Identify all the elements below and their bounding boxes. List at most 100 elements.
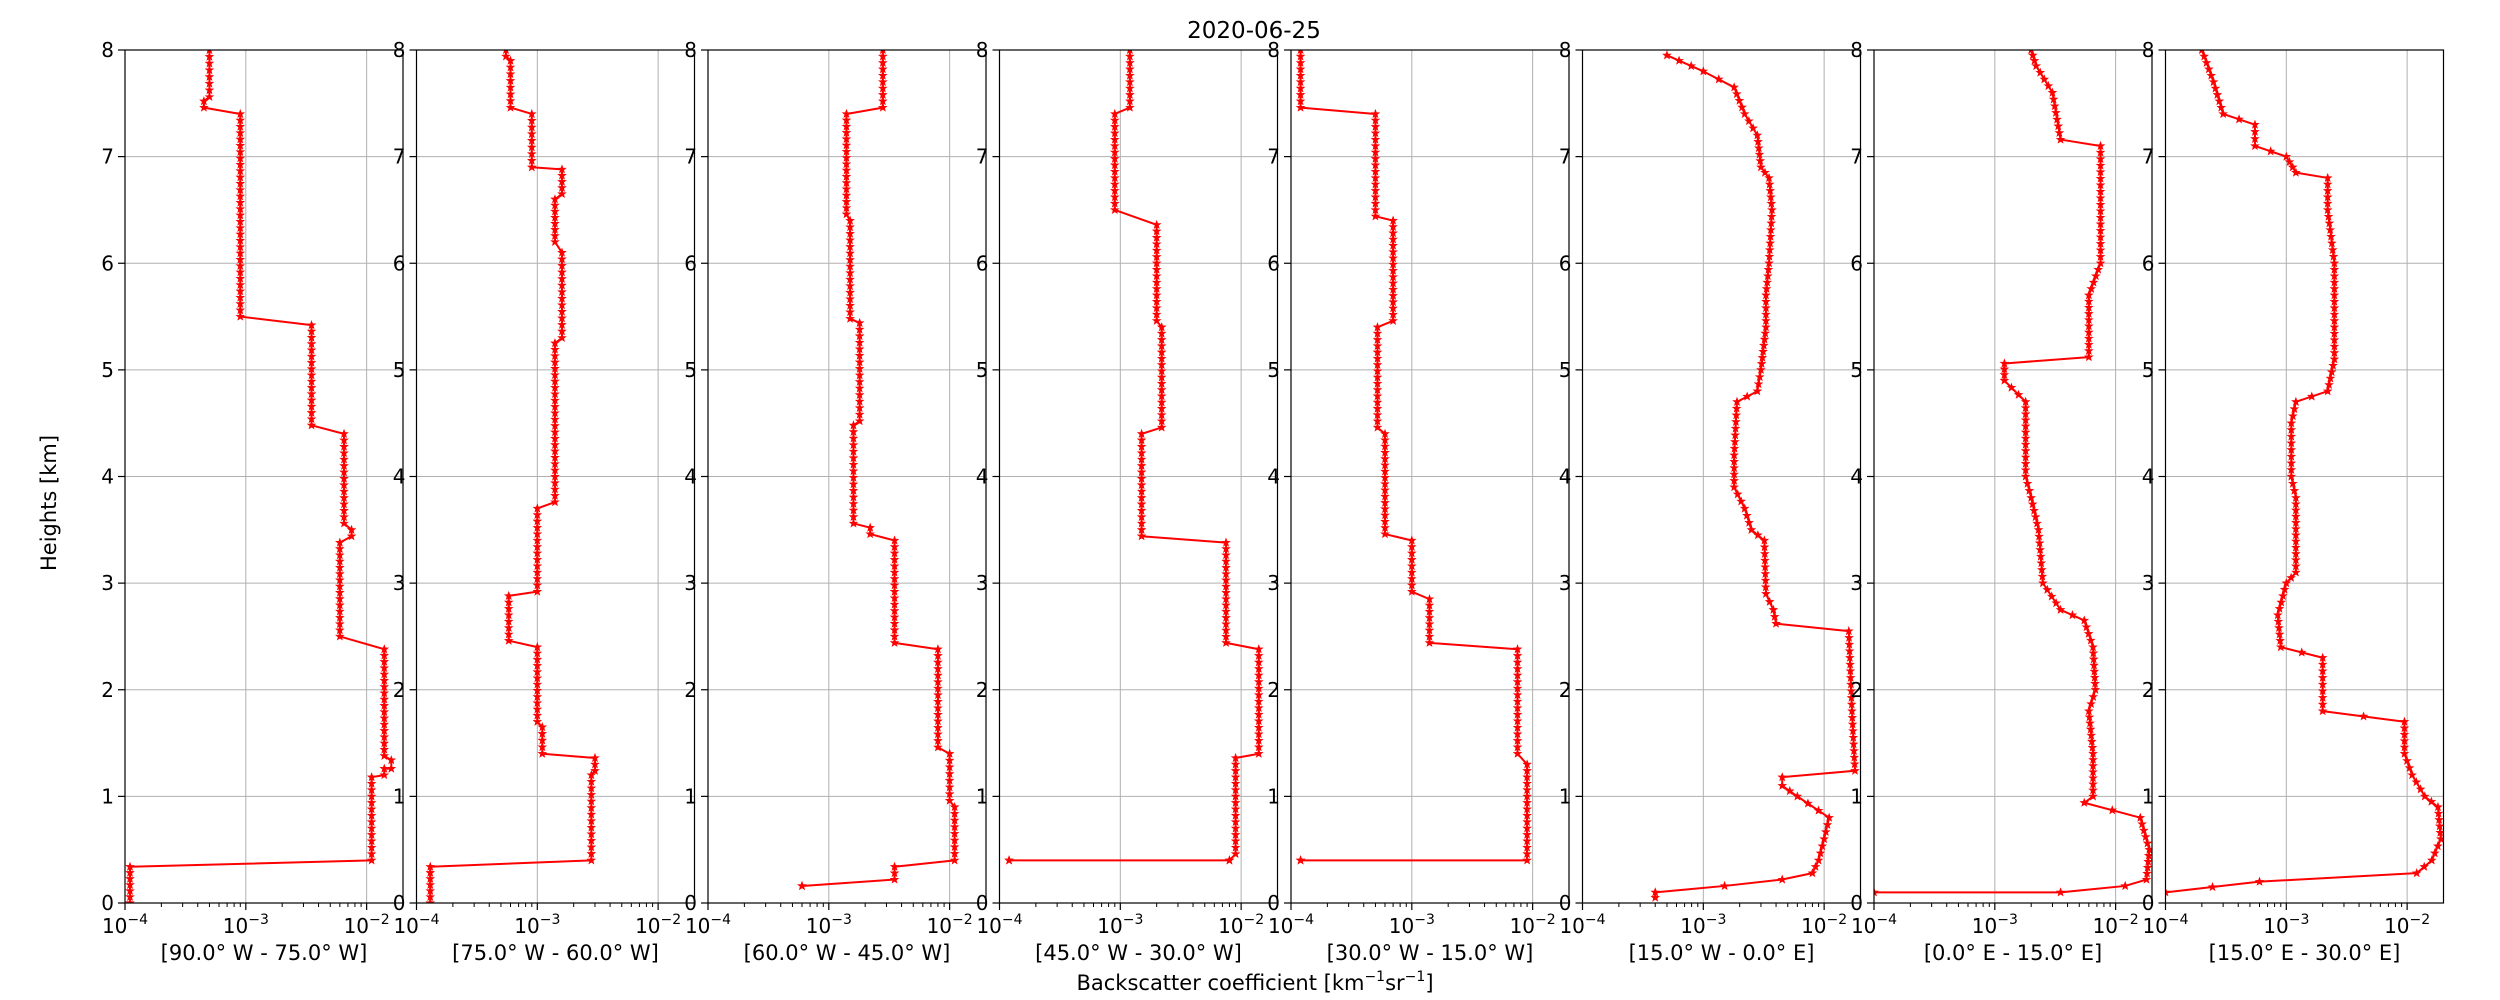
data-point bbox=[2275, 635, 2285, 645]
data-point bbox=[2291, 554, 2301, 565]
data-point bbox=[1813, 805, 1824, 815]
y-tick-label: 8 bbox=[1267, 38, 1280, 62]
series-markers bbox=[1874, 50, 2152, 897]
data-point bbox=[1388, 290, 1398, 300]
data-point bbox=[557, 176, 567, 186]
data-point bbox=[878, 76, 888, 87]
data-point bbox=[1370, 198, 1381, 208]
data-point bbox=[1843, 626, 1854, 636]
y-tick-label: 5 bbox=[1267, 358, 1280, 382]
data-point bbox=[379, 713, 390, 723]
data-point bbox=[586, 835, 597, 845]
data-point bbox=[841, 159, 852, 169]
data-point bbox=[2084, 314, 2094, 325]
data-point bbox=[878, 57, 888, 67]
data-point bbox=[379, 769, 390, 780]
data-point bbox=[550, 376, 560, 386]
data-point bbox=[2095, 258, 2106, 268]
data-point bbox=[1370, 192, 1381, 202]
data-point bbox=[2291, 167, 2301, 177]
data-point bbox=[1221, 550, 1231, 560]
data-point bbox=[2013, 389, 2024, 399]
y-tick-label: 6 bbox=[1267, 251, 1280, 275]
data-point bbox=[933, 735, 943, 745]
data-point bbox=[1136, 505, 1147, 515]
data-point bbox=[1230, 797, 1241, 807]
panel-xlabel: [90.0° W - 75.0° W] bbox=[161, 941, 368, 965]
data-point bbox=[2265, 146, 2276, 156]
data-point bbox=[2006, 382, 2017, 392]
data-point bbox=[2291, 492, 2301, 502]
data-point bbox=[1230, 778, 1241, 788]
data-point bbox=[339, 505, 349, 515]
data-point bbox=[1845, 652, 1855, 662]
series-line bbox=[2165, 50, 2442, 894]
data-point bbox=[1754, 149, 1765, 159]
panel-xlabel: [0.0° E - 15.0° E] bbox=[1924, 941, 2102, 965]
data-point bbox=[532, 716, 543, 726]
data-point bbox=[550, 230, 560, 240]
data-point bbox=[335, 587, 345, 597]
data-point bbox=[2020, 408, 2031, 419]
data-point bbox=[505, 69, 516, 79]
data-point bbox=[1848, 725, 1858, 736]
data-point bbox=[1777, 780, 1788, 790]
data-point bbox=[532, 548, 543, 558]
data-point bbox=[1730, 436, 1740, 446]
data-point bbox=[1522, 848, 1532, 859]
data-point bbox=[2095, 212, 2106, 222]
data-point bbox=[2329, 296, 2340, 306]
x-tick-label: 10−2 bbox=[2093, 912, 2139, 938]
data-point bbox=[1764, 244, 1775, 255]
data-point bbox=[1847, 712, 1858, 722]
data-point bbox=[1820, 826, 1831, 837]
y-tick-label: 6 bbox=[101, 251, 114, 275]
data-point bbox=[2088, 785, 2098, 795]
data-point bbox=[1650, 892, 1661, 902]
data-point bbox=[1151, 232, 1162, 242]
data-point bbox=[2020, 415, 2031, 425]
data-point bbox=[1253, 670, 1264, 680]
data-point bbox=[235, 203, 246, 214]
data-point bbox=[335, 606, 345, 616]
data-point bbox=[1730, 430, 1741, 440]
x-tick-label: 10−2 bbox=[635, 912, 681, 938]
data-point bbox=[537, 735, 548, 745]
data-point bbox=[2404, 762, 2415, 773]
data-point bbox=[1295, 51, 1306, 61]
data-point bbox=[2084, 333, 2094, 343]
data-point bbox=[1372, 397, 1383, 407]
data-point bbox=[841, 146, 852, 156]
data-point bbox=[2291, 517, 2301, 527]
series-markers bbox=[425, 50, 600, 903]
data-point bbox=[1136, 467, 1147, 477]
data-point bbox=[1295, 855, 1306, 865]
data-point bbox=[2049, 100, 2060, 111]
data-point bbox=[2254, 876, 2265, 886]
data-point bbox=[1845, 659, 1855, 669]
data-point bbox=[1109, 179, 1120, 189]
y-tick-label: 2 bbox=[101, 678, 114, 702]
data-point bbox=[366, 816, 377, 827]
data-point bbox=[505, 95, 516, 105]
data-point bbox=[2317, 699, 2328, 709]
data-point bbox=[1380, 441, 1390, 451]
data-point bbox=[1380, 522, 1390, 532]
y-tick-label: 2 bbox=[393, 678, 406, 702]
data-point bbox=[386, 763, 397, 773]
data-point bbox=[1424, 625, 1435, 635]
y-tick-label: 0 bbox=[976, 891, 989, 915]
data-point bbox=[2035, 551, 2046, 561]
data-point bbox=[537, 728, 548, 738]
data-point bbox=[306, 332, 317, 342]
data-point bbox=[425, 885, 436, 896]
y-tick-label: 0 bbox=[2142, 891, 2155, 915]
data-point bbox=[2083, 628, 2094, 638]
data-point bbox=[339, 454, 349, 464]
data-point bbox=[845, 235, 855, 245]
data-point bbox=[933, 657, 943, 667]
data-point bbox=[532, 567, 543, 577]
data-point bbox=[1125, 96, 1135, 106]
